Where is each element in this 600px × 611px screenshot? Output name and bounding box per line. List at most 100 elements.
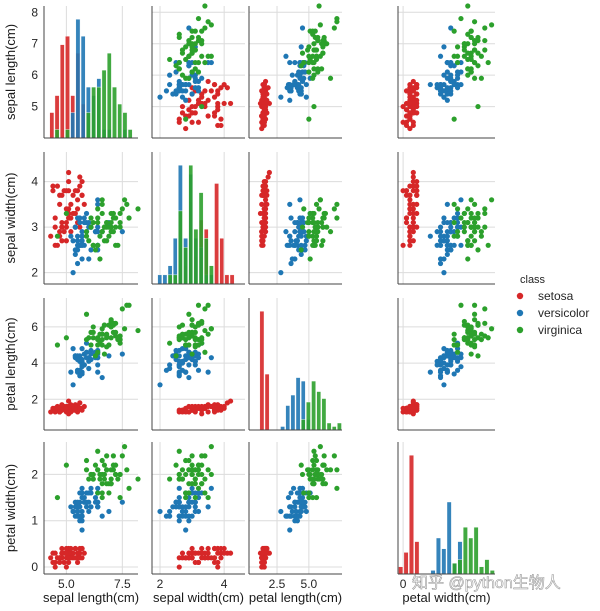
scatter-point-versicolor (288, 238, 294, 244)
scatter-point-versicolor (157, 382, 163, 388)
scatter-point-virginica (119, 206, 125, 212)
scatter-point-virginica (90, 242, 96, 248)
scatter-point-virginica (101, 322, 108, 328)
scatter-point-versicolor (70, 346, 76, 352)
scatter-point-setosa (262, 201, 269, 207)
scatter-point-versicolor (285, 242, 292, 248)
scatter-point-versicolor (427, 81, 433, 88)
scatter-point-setosa (211, 409, 218, 415)
scatter-point-versicolor (454, 210, 461, 217)
scatter-point-virginica (311, 238, 317, 244)
scatter-point-setosa (192, 550, 198, 556)
scatter-point-virginica (83, 467, 90, 473)
scatter-point-versicolor (441, 353, 447, 359)
scatter-point-virginica (482, 25, 488, 31)
scatter-point-setosa (189, 103, 195, 110)
scatter-point-versicolor (74, 238, 81, 244)
scatter-point-virginica (86, 238, 92, 244)
scatter-point-virginica (95, 206, 101, 212)
scatter-point-setosa (260, 219, 266, 226)
scatter-point-setosa (77, 183, 83, 189)
scatter-point-versicolor (95, 197, 101, 203)
scatter-point-versicolor (288, 260, 294, 267)
scatter-point-setosa (66, 169, 72, 176)
hist-bar-versicolor (280, 426, 285, 431)
scatter-point-setosa (183, 555, 189, 561)
scatter-point-virginica (104, 467, 110, 473)
scatter-point-setosa (77, 174, 83, 180)
scatter-point-virginica (468, 66, 474, 72)
y-axis-label: sepal length(cm) (3, 24, 18, 120)
scatter-point-versicolor (83, 210, 90, 217)
scatter-point-virginica (167, 476, 173, 482)
scatter-point-versicolor (296, 81, 302, 88)
scatter-point-versicolor (79, 508, 85, 515)
scatter-point-versicolor (292, 59, 298, 66)
hist-bar-virginica (86, 112, 91, 139)
scatter-point-setosa (195, 559, 202, 566)
scatter-point-virginica (475, 322, 481, 328)
scatter-point-virginica (88, 224, 94, 230)
scatter-point-versicolor (79, 485, 85, 491)
scatter-point-setosa (205, 113, 211, 119)
scatter-point-virginica (108, 467, 114, 473)
scatter-point-versicolor (195, 490, 202, 496)
scatter-point-virginica (324, 467, 330, 473)
scatter-point-virginica (311, 47, 317, 53)
scatter-point-versicolor (199, 75, 205, 81)
scatter-point-versicolor (173, 504, 179, 510)
scatter-point-versicolor (167, 513, 173, 519)
scatter-point-virginica (192, 329, 198, 335)
hist-bar-versicolor (157, 274, 163, 285)
scatter-point-setosa (407, 81, 413, 88)
scatter-point-versicolor (157, 94, 163, 100)
scatter-point-versicolor (297, 75, 303, 81)
scatter-point-virginica (108, 476, 114, 482)
x-tick-label: 2 (157, 577, 164, 591)
scatter-point-versicolor (301, 75, 307, 81)
scatter-point-versicolor (292, 518, 298, 524)
hist-bar-versicolor (436, 537, 441, 575)
scatter-point-virginica (186, 41, 192, 47)
scatter-point-versicolor (157, 508, 163, 515)
scatter-point-versicolor (99, 513, 105, 519)
scatter-point-setosa (403, 88, 410, 94)
scatter-point-virginica (176, 66, 182, 72)
scatter-point-versicolor (437, 81, 444, 88)
scatter-point-versicolor (454, 367, 461, 373)
scatter-point-setosa (262, 178, 269, 185)
scatter-point-virginica (108, 317, 114, 323)
legend-label-virginica: virginica (538, 323, 582, 337)
scatter-point-setosa (410, 398, 416, 404)
scatter-point-virginica (454, 44, 461, 50)
scatter-point-versicolor (297, 499, 303, 505)
scatter-point-virginica (186, 75, 192, 81)
scatter-point-virginica (478, 233, 484, 239)
scatter-point-virginica (189, 322, 195, 328)
scatter-point-virginica (465, 336, 471, 343)
scatter-point-virginica (327, 467, 334, 473)
scatter-point-virginica (167, 340, 173, 346)
scatter-point-virginica (471, 47, 478, 53)
scatter-point-virginica (299, 224, 306, 230)
scatter-point-virginica (202, 453, 208, 459)
scatter-point-virginica (63, 335, 69, 341)
scatter-point-virginica (307, 210, 313, 217)
scatter-point-versicolor (88, 356, 94, 363)
scatter-point-virginica (101, 462, 108, 468)
scatter-point-versicolor (70, 508, 76, 515)
scatter-point-setosa (50, 559, 56, 566)
scatter-point-setosa (407, 233, 413, 239)
scatter-point-setosa (179, 550, 186, 556)
x-axis-label: sepal width(cm) (153, 590, 244, 605)
scatter-point-versicolor (173, 499, 179, 505)
scatter-point-versicolor (186, 355, 192, 361)
scatter-point-virginica (311, 72, 317, 78)
scatter-point-virginica (117, 219, 123, 226)
scatter-point-setosa (410, 178, 416, 185)
scatter-point-setosa (260, 242, 266, 248)
scatter-point-virginica (313, 233, 320, 239)
scatter-point-virginica (488, 22, 495, 28)
scatter-point-versicolor (176, 494, 182, 501)
hist-bar-versicolor (70, 112, 76, 139)
